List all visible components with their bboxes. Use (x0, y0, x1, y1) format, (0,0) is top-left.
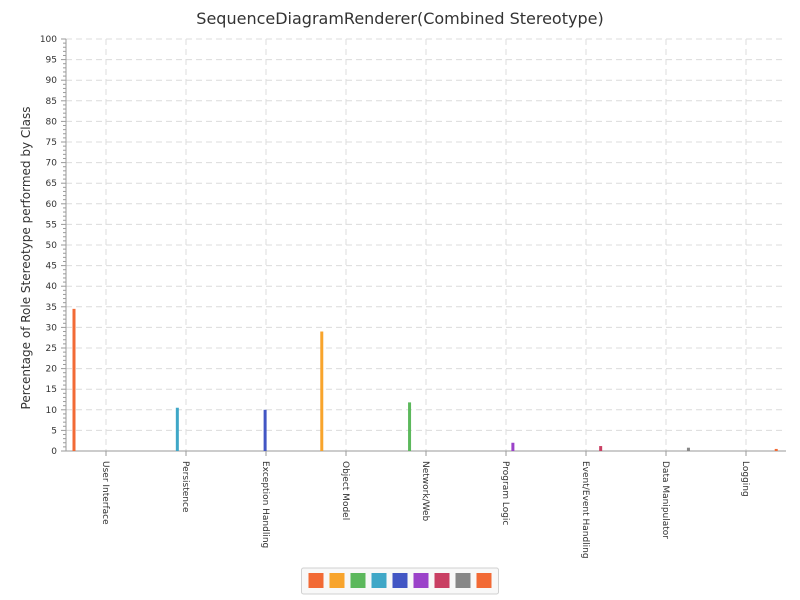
bars (72, 308, 778, 451)
x-tick-label: Logging (740, 461, 750, 497)
legend-swatch (392, 573, 408, 588)
x-tick-label: Program Logic (500, 461, 510, 525)
bar (320, 331, 324, 451)
x-tick-label: Exception Handling (260, 461, 270, 548)
y-tick-label: 80 (46, 117, 58, 127)
y-tick-label: 5 (51, 426, 57, 436)
bar (175, 407, 179, 451)
y-tick-label: 15 (46, 385, 57, 395)
legend-swatch (455, 573, 471, 588)
legend-swatch (350, 573, 366, 588)
bar (599, 446, 603, 451)
grid (66, 38, 786, 451)
legend-swatch (308, 573, 324, 588)
y-tick-label: 65 (46, 179, 57, 189)
y-tick-label: 85 (46, 97, 57, 107)
bar (263, 409, 267, 451)
y-tick-label: 35 (46, 303, 57, 313)
y-tick-label: 45 (46, 262, 57, 272)
bar (686, 447, 690, 451)
bar (408, 402, 412, 451)
y-tick-label: 55 (46, 220, 57, 230)
x-tick-label: Object Model (340, 461, 350, 520)
legend-swatch (413, 573, 429, 588)
legend-swatch (434, 573, 450, 588)
x-tick-label: User Interface (100, 461, 110, 525)
bar (72, 308, 76, 451)
y-tick-label: 40 (46, 282, 58, 292)
legend-swatch (371, 573, 387, 588)
y-tick-label: 75 (46, 138, 57, 148)
y-tick-label: 30 (46, 323, 58, 333)
y-tick-label: 70 (46, 159, 58, 169)
y-tick-label: 60 (46, 200, 58, 210)
y-tick-label: 95 (46, 56, 57, 66)
x-tick-label: Data Manipulator (660, 461, 670, 539)
legend-swatch (329, 573, 345, 588)
y-tick-label: 90 (46, 76, 58, 86)
x-tick-label: Network/Web (420, 461, 430, 522)
legend (301, 567, 499, 595)
y-tick-label: 50 (46, 241, 58, 251)
y-tick-label: 10 (46, 406, 58, 416)
y-tick-label: 0 (51, 447, 57, 457)
y-axis-label: Percentage of Role Stereotype performed … (19, 107, 33, 410)
y-tick-label: 20 (46, 365, 58, 375)
x-tick-label: Persistence (180, 461, 190, 513)
bar (511, 442, 515, 451)
axes: 0 5 10 15 20 25 30 35 40 45 50 55 60 65 70 75 80 85 90 95 10… (40, 35, 786, 559)
x-tick-label: Event/Event Handling (580, 461, 590, 559)
chart-title: SequenceDiagramRenderer(Combined Stereot… (196, 9, 603, 28)
legend-swatch (476, 573, 492, 588)
bar (774, 448, 778, 451)
y-tick-label: 100 (40, 35, 57, 45)
y-tick-label: 25 (46, 344, 57, 354)
